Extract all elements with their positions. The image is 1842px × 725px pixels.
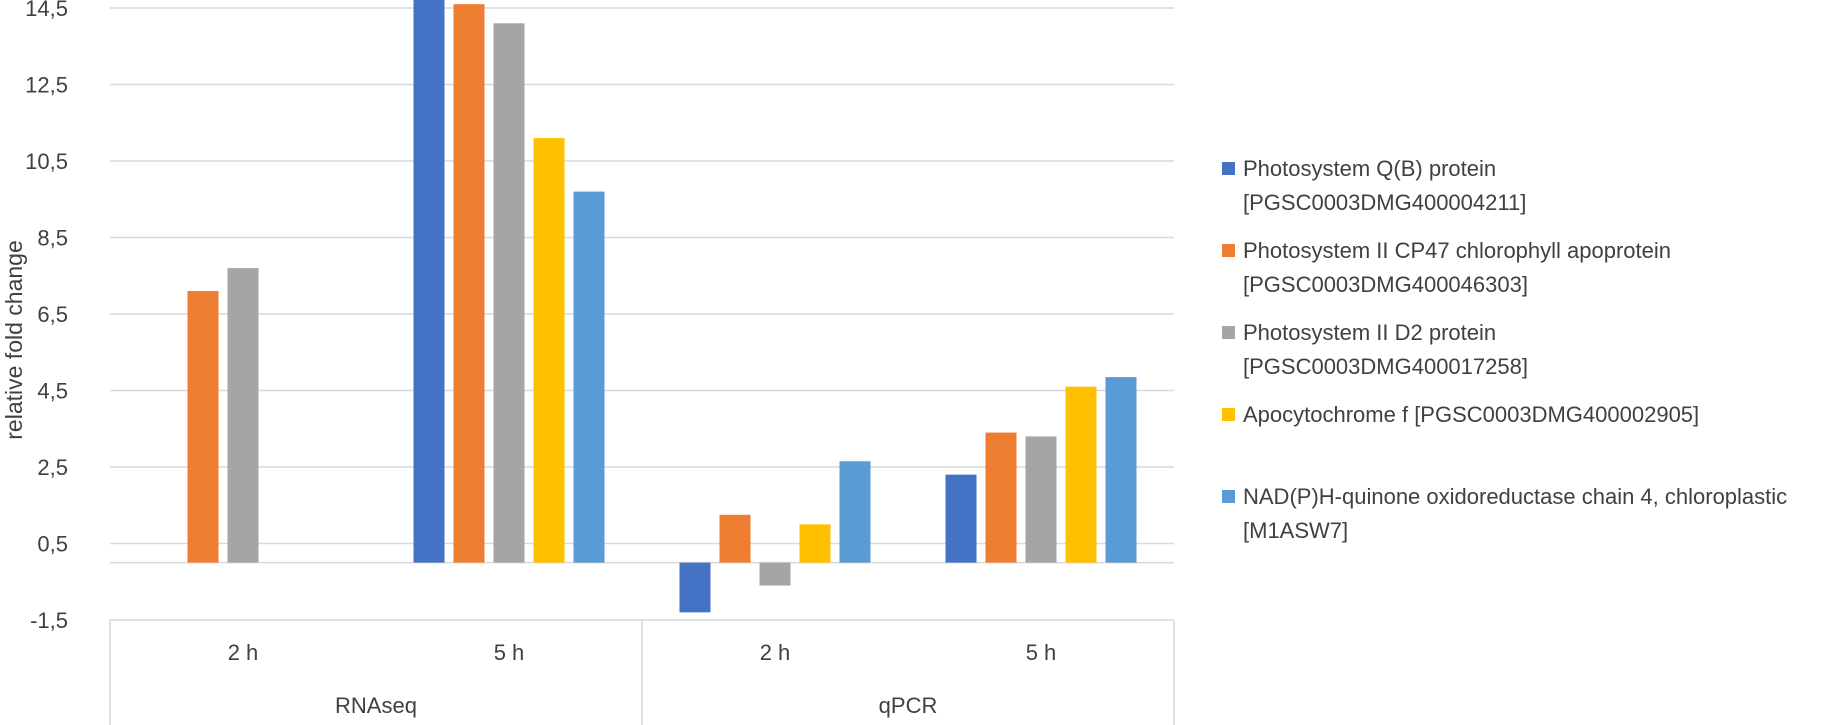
bars [187,0,1137,613]
legend-swatch [1222,408,1235,421]
bar [493,23,525,563]
bar [679,562,711,613]
bar [187,291,219,563]
bar [1025,436,1057,563]
bar [533,138,565,563]
bar [453,4,485,563]
bar [985,432,1017,563]
y-tick-label: 10,5 [25,149,68,174]
y-tick-label: -1,5 [30,608,68,633]
legend-label: Photosystem Q(B) protein [PGSC0003DMG400… [1243,156,1527,215]
y-tick-label: 4,5 [37,379,68,404]
bar [227,268,259,563]
bar [945,474,977,563]
x-category-label: 2 h [228,640,259,665]
y-tick-label: 8,5 [37,226,68,251]
y-tick-labels: -1,5 0,5 2,5 4,5 6,5 8,5 10,5 12,5 14,5 [25,0,68,633]
x-axis: 2 h 5 h RNAseq 2 h 5 h qPCR [109,620,1175,725]
bar [719,514,751,563]
legend-item: Photosystem II CP47 chlorophyll apoprote… [1222,234,1842,302]
bar [1105,377,1137,563]
legend-item: Apocytochrome f [PGSC0003DMG400002905] [1222,398,1842,432]
x-category-label: 2 h [760,640,791,665]
legend-item: Photosystem II D2 protein [PGSC0003DMG40… [1222,316,1842,384]
legend-label: Apocytochrome f [PGSC0003DMG400002905] [1243,402,1700,427]
y-axis-title: relative fold change [1,240,27,439]
y-tick-label: 14,5 [25,0,68,21]
legend-item: NAD(P)H-quinone oxidoreductase chain 4, … [1222,480,1842,548]
bar [759,562,791,586]
bar [799,524,831,563]
legend-item: Photosystem Q(B) protein [PGSC0003DMG400… [1222,152,1842,220]
legend-swatch [1222,490,1235,503]
bar [839,461,871,563]
legend-label: Photosystem II CP47 chlorophyll apoprote… [1243,238,1672,297]
x-category-label: 5 h [1026,640,1057,665]
y-tick-label: 12,5 [25,73,68,98]
y-tick-label: 2,5 [37,455,68,480]
x-group-label: RNAseq [335,693,417,718]
legend-swatch [1222,244,1235,257]
x-category-label: 5 h [494,640,525,665]
bar [413,0,445,563]
bar [1065,386,1097,563]
legend-label: Photosystem II D2 protein [PGSC0003DMG40… [1243,320,1528,379]
bar [573,191,605,563]
legend-label: NAD(P)H-quinone oxidoreductase chain 4, … [1243,484,1788,543]
y-tick-label: 6,5 [37,302,68,327]
legend-swatch [1222,326,1235,339]
legend-swatch [1222,162,1235,175]
x-group-label: qPCR [879,693,938,718]
y-tick-label: 0,5 [37,532,68,557]
